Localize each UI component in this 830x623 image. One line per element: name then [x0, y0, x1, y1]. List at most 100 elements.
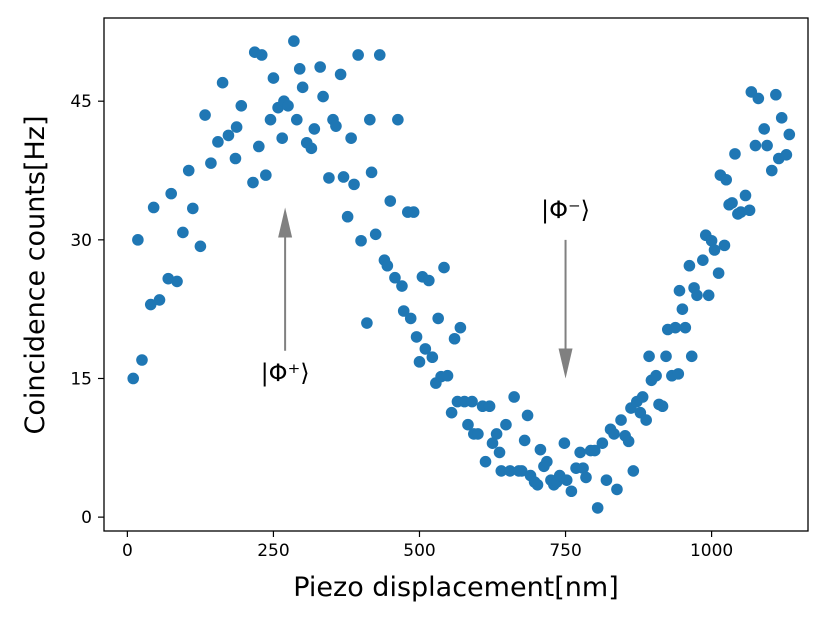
data-point [493, 446, 506, 459]
data-point [495, 465, 508, 477]
data-point [199, 109, 211, 121]
data-point [365, 166, 378, 179]
data-points [127, 35, 796, 514]
annotation-label: |Φ⁺⟩ [261, 359, 310, 387]
data-point [490, 428, 503, 440]
data-point [448, 332, 461, 345]
data-point [596, 437, 609, 449]
data-point [640, 414, 652, 426]
data-point [177, 226, 189, 239]
data-point [355, 234, 367, 247]
data-point [308, 123, 321, 135]
data-point [591, 502, 604, 514]
data-point [282, 100, 294, 112]
data-point [729, 148, 741, 160]
data-point [293, 63, 306, 75]
data-point [410, 331, 423, 343]
data-point [392, 113, 404, 126]
data-point [247, 176, 259, 189]
data-point [466, 395, 478, 408]
data-point [608, 428, 620, 440]
data-point [397, 305, 410, 317]
data-point [153, 294, 166, 306]
data-point [669, 321, 682, 334]
data-point [426, 351, 439, 364]
data-point [267, 72, 280, 84]
data-point [765, 164, 778, 177]
data-point [672, 368, 685, 380]
data-point [739, 189, 752, 202]
data-point [419, 343, 432, 355]
y-tick-label: 45 [70, 92, 92, 112]
data-point [136, 354, 148, 366]
data-point [743, 204, 756, 217]
data-point [708, 244, 721, 256]
data-point [445, 406, 458, 419]
data-point [337, 171, 350, 183]
x-tick-label: 0 [122, 541, 133, 561]
annotation-label: |Φ⁻⟩ [541, 196, 590, 224]
data-point [348, 178, 360, 191]
data-point [761, 139, 773, 152]
data-point [260, 169, 272, 181]
data-point [534, 443, 547, 456]
data-point [413, 356, 426, 368]
data-point [222, 129, 235, 142]
data-point [255, 49, 268, 61]
data-point [404, 312, 417, 325]
data-point [216, 76, 229, 89]
data-point [622, 435, 635, 448]
data-point [504, 465, 516, 477]
data-point [627, 465, 640, 477]
data-point [735, 206, 747, 218]
x-tick-label: 250 [257, 541, 289, 561]
data-point [588, 444, 601, 457]
data-point [361, 317, 373, 329]
data-point [775, 112, 788, 124]
data-point [305, 142, 318, 155]
data-point [345, 132, 357, 144]
data-point [341, 210, 354, 223]
data-point [438, 261, 450, 274]
y-axis-label: Coincidence counts[Hz] [20, 115, 51, 434]
data-point [187, 202, 199, 215]
data-point [691, 289, 703, 302]
y-tick-label: 0 [81, 508, 92, 528]
data-point [432, 312, 444, 325]
data-point [660, 350, 672, 363]
data-point [290, 113, 303, 126]
x-axis-label: Piezo displacement[nm] [293, 572, 619, 603]
data-point [288, 35, 300, 47]
data-point [565, 485, 578, 498]
x-tick-label: 1000 [690, 541, 733, 561]
y-axis-ticks: 0 15 30 45 [70, 92, 104, 528]
data-point [500, 418, 512, 431]
data-point [673, 284, 686, 297]
data-point [558, 437, 571, 449]
data-point [144, 298, 157, 311]
data-point [679, 321, 692, 334]
data-point [577, 462, 589, 474]
data-point [758, 123, 770, 135]
data-point [515, 465, 528, 477]
data-point [171, 275, 183, 288]
data-point [531, 478, 544, 491]
data-point [235, 100, 248, 112]
data-point [373, 49, 386, 61]
data-point [541, 455, 553, 468]
data-point [712, 267, 725, 279]
data-point [369, 228, 382, 241]
data-point [718, 239, 731, 252]
data-point [611, 483, 623, 496]
data-point [334, 68, 347, 81]
data-point [574, 446, 586, 459]
data-point [705, 234, 718, 247]
y-tick-label: 30 [70, 231, 92, 251]
data-point [454, 321, 467, 334]
data-point [580, 471, 592, 484]
data-point [352, 49, 364, 61]
data-point [636, 391, 649, 403]
data-point [384, 195, 397, 207]
data-point [615, 414, 627, 426]
